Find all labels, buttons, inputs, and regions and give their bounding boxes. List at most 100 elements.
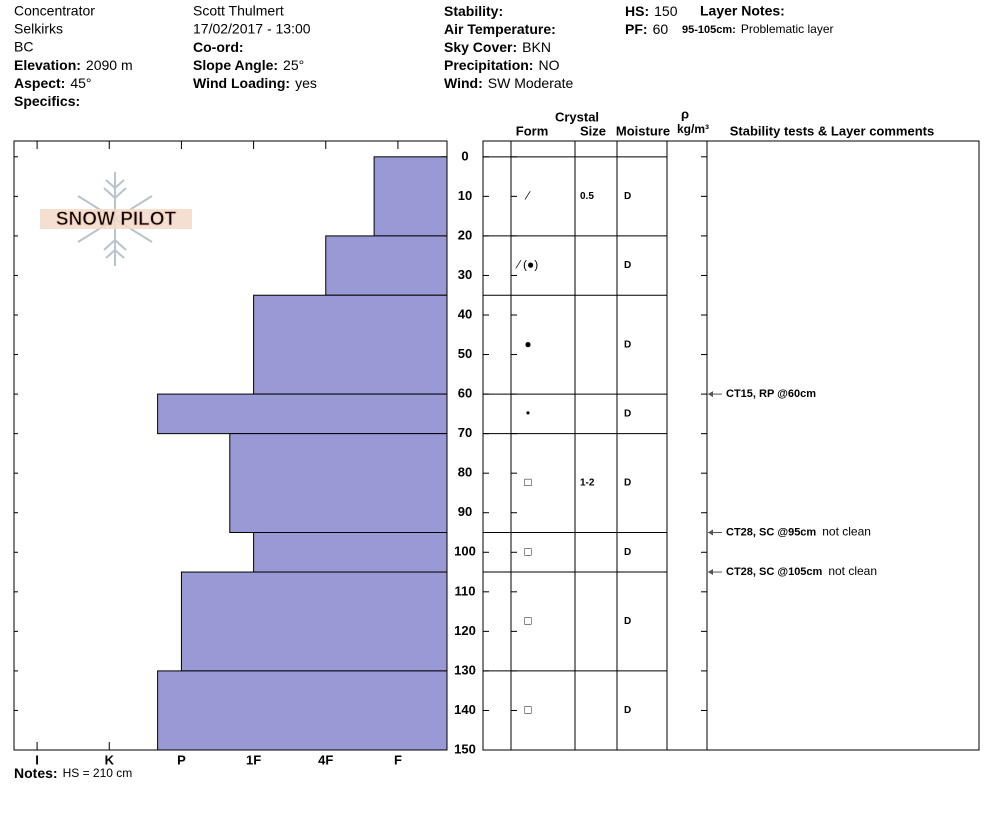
moisture: D xyxy=(624,705,631,716)
moisture: D xyxy=(624,260,631,271)
field-label: Wind: xyxy=(444,75,483,91)
comment-test: CT15, RP @60cm xyxy=(726,388,816,400)
field-label: Co-ord: xyxy=(193,39,244,55)
column-header: Form xyxy=(516,123,549,138)
comment-test: CT28, SC @95cm xyxy=(726,526,816,538)
header-text: Concentrator xyxy=(14,3,95,19)
grain-size: 1-2 xyxy=(580,478,595,489)
grain-form: □ xyxy=(524,703,531,717)
x-tick-label: 1F xyxy=(246,752,261,767)
grain-form: □ xyxy=(524,614,531,628)
column-header: kg/m³ xyxy=(677,122,709,136)
layer-comment: CT15, RP @60cm xyxy=(726,388,816,400)
y-tick-label: 60 xyxy=(458,386,472,401)
field-value: NO xyxy=(538,57,559,73)
field-label: Sky Cover: xyxy=(444,39,517,55)
field-label: PF: xyxy=(625,21,648,37)
hardness-bar xyxy=(373,156,448,237)
y-tick-label: 140 xyxy=(454,702,476,717)
y-tick-label: 100 xyxy=(454,544,476,559)
grain-form: ● xyxy=(524,337,531,351)
y-tick-label: 40 xyxy=(458,306,472,321)
x-tick-label: 4F xyxy=(318,752,333,767)
logo-text: SNOW PILOT xyxy=(56,209,177,230)
field-value: BKN xyxy=(522,39,551,55)
header-text: 17/02/2017 - 13:00 xyxy=(193,21,311,37)
y-tick-label: 150 xyxy=(454,741,476,756)
y-tick-label: 30 xyxy=(458,267,472,282)
y-tick-label: 110 xyxy=(455,583,476,598)
header-field: Wind Loading: yes xyxy=(193,75,317,91)
comment-note: not clean xyxy=(828,564,877,578)
header-field: Air Temperature: xyxy=(444,21,556,37)
header-text: BC xyxy=(14,39,33,55)
notes: Notes: HS = 210 cm xyxy=(14,765,132,781)
column-header: ρ xyxy=(681,106,689,121)
logo-flake xyxy=(103,187,127,200)
y-tick-label: 70 xyxy=(458,425,472,440)
moisture: D xyxy=(624,191,631,202)
header-field: Specifics: xyxy=(14,93,80,109)
logo-flake xyxy=(103,238,127,251)
moisture: D xyxy=(624,409,631,420)
grain-form: • xyxy=(526,406,530,420)
grain-form: ∕ (●) xyxy=(515,258,539,272)
header-field: Co-ord: xyxy=(193,39,244,55)
header-field: Aspect: 45° xyxy=(14,75,92,91)
y-tick-label: 0 xyxy=(461,148,468,163)
y-tick-label: 130 xyxy=(454,662,476,677)
header-field: Slope Angle: 25° xyxy=(193,57,304,73)
header-field: Elevation: 2090 m xyxy=(14,57,133,73)
field-label: HS: xyxy=(625,3,649,19)
field-value: Problematic layer xyxy=(741,22,834,36)
x-tick-label: F xyxy=(394,752,402,767)
field-value: 60 xyxy=(653,21,669,37)
hardness-bar xyxy=(157,393,448,435)
notes-value: HS = 210 cm xyxy=(63,766,133,780)
comment-test: CT28, SC @105cm xyxy=(726,566,823,578)
x-tick-label: P xyxy=(177,752,186,767)
logo-flake xyxy=(105,248,125,259)
header-field: 95-105cm: Problematic layer xyxy=(682,22,834,36)
column-header: Moisture xyxy=(616,123,670,138)
header-field: PF: 60 xyxy=(625,21,668,37)
layer-notes-title: Layer Notes: xyxy=(700,3,785,19)
field-label: Air Temperature: xyxy=(444,21,556,37)
comment-note: not clean xyxy=(822,525,871,539)
comment-arrowhead xyxy=(708,529,713,536)
field-label: 95-105cm: xyxy=(682,24,736,36)
table-frame xyxy=(482,140,980,751)
field-value: yes xyxy=(295,75,317,91)
x-tick-label: I xyxy=(35,752,39,767)
moisture: D xyxy=(624,478,631,489)
layer-comment: CT28, SC @95cm not clean xyxy=(726,525,871,539)
y-tick-label: 90 xyxy=(458,504,472,519)
logo-band xyxy=(40,209,192,229)
field-value: 150 xyxy=(654,3,678,19)
field-value: SW Moderate xyxy=(488,75,574,91)
moisture: D xyxy=(624,616,631,627)
hardness-bar xyxy=(253,294,448,395)
moisture: D xyxy=(624,547,631,558)
hardness-bar xyxy=(229,433,448,533)
comment-arrowhead xyxy=(708,569,713,576)
header-field: Stability: xyxy=(444,3,503,19)
field-label: Slope Angle: xyxy=(193,57,278,73)
field-label: Aspect: xyxy=(14,75,65,91)
grain-form: □ xyxy=(524,544,531,558)
y-tick-label: 120 xyxy=(454,623,476,638)
column-header: Stability tests & Layer comments xyxy=(730,123,934,138)
y-tick-label: 50 xyxy=(458,346,472,361)
field-label: Stability: xyxy=(444,3,503,19)
field-label: Specifics: xyxy=(14,93,80,109)
logo-flake xyxy=(105,179,125,190)
y-tick-label: 80 xyxy=(458,465,472,480)
field-value: 45° xyxy=(70,75,91,91)
grain-form: □ xyxy=(524,475,531,489)
moisture: D xyxy=(624,339,631,350)
header-field: Sky Cover: BKN xyxy=(444,39,551,55)
hardness-bar xyxy=(325,235,448,296)
hardness-bar xyxy=(253,532,448,573)
comment-arrowhead xyxy=(708,391,713,398)
x-tick-label: K xyxy=(105,752,115,767)
